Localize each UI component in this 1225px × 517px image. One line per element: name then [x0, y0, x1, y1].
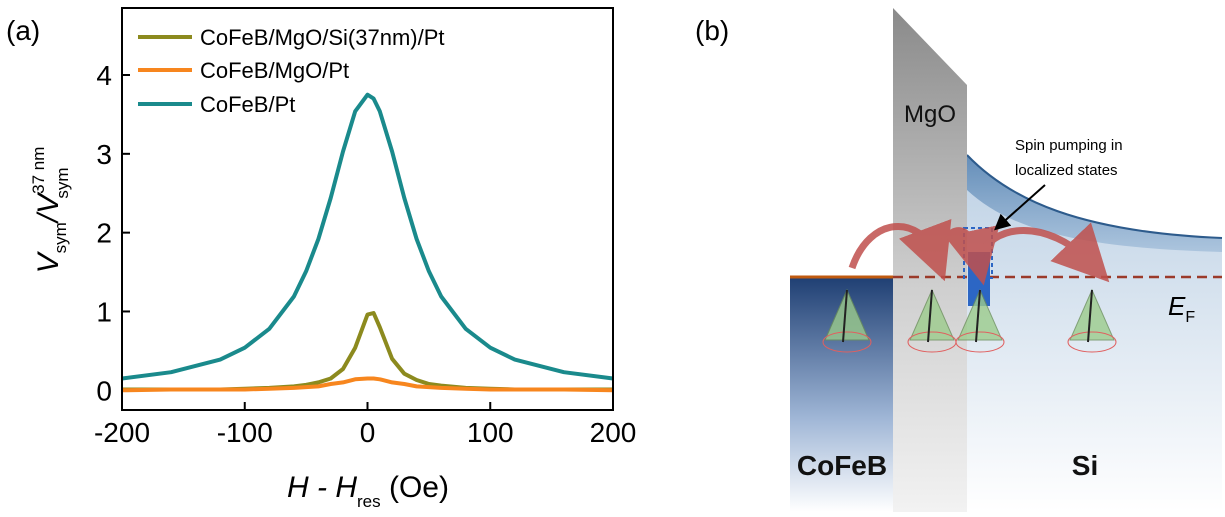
panel-label: (b): [695, 15, 729, 46]
legend-label: CoFeB/Pt: [200, 92, 295, 117]
x-axis-label: H - Hres (Oe): [287, 471, 449, 511]
y-tick-label: 0: [96, 375, 112, 406]
x-label-part: res: [357, 492, 381, 511]
x-label-part: (Oe): [381, 471, 449, 504]
annotation: Spin pumping in: [1015, 137, 1123, 154]
series-line: [121, 92, 614, 381]
y-label-part: /V: [32, 191, 65, 224]
y-label-part: sym: [51, 222, 70, 253]
y-tick-label: 4: [96, 60, 112, 91]
x-tick-label: 100: [467, 417, 514, 448]
y-axis-label: Vsym/V37 nm sym: [29, 147, 72, 274]
x-tick-label: -200: [94, 417, 150, 448]
plot-frame: [121, 7, 614, 411]
annotation: localized states: [1015, 162, 1118, 179]
fermi-part: E: [1168, 291, 1186, 321]
spin-cones: [822, 288, 1117, 353]
fermi-part: F: [1185, 309, 1195, 326]
x-label-part: H - H: [287, 471, 357, 504]
panel-b: (b) Spin pumping in localized states MgO…: [695, 8, 1223, 512]
y-label-part: 37 nm: [29, 147, 48, 194]
x-tick-label: -100: [217, 417, 273, 448]
fermi-label: EF: [1168, 291, 1195, 326]
cofeb-label: CoFeB: [797, 450, 887, 481]
series-line: [121, 376, 614, 393]
x-tick-label: 200: [590, 417, 637, 448]
barrier-label: MgO: [904, 101, 956, 128]
y-label-part: sym: [53, 167, 72, 198]
y-tick-label: 1: [96, 296, 112, 327]
mgo-barrier: [893, 8, 967, 512]
y-tick-label: 3: [96, 139, 112, 170]
pumping-arrows: [848, 218, 1110, 286]
legend-label: CoFeB/MgO/Si(37nm)/Pt: [200, 25, 445, 50]
y-label-part: V: [32, 250, 65, 273]
si-label: Si: [1072, 450, 1098, 481]
band-edge: [966, 154, 1223, 239]
y-tick-label: 2: [96, 218, 112, 249]
panel-label: (a): [6, 15, 40, 46]
legend-label: CoFeB/MgO/Pt: [200, 58, 349, 83]
x-tick-label: 0: [360, 417, 376, 448]
annotation-arrow: [994, 184, 1046, 231]
si-mask: [967, 150, 1222, 238]
